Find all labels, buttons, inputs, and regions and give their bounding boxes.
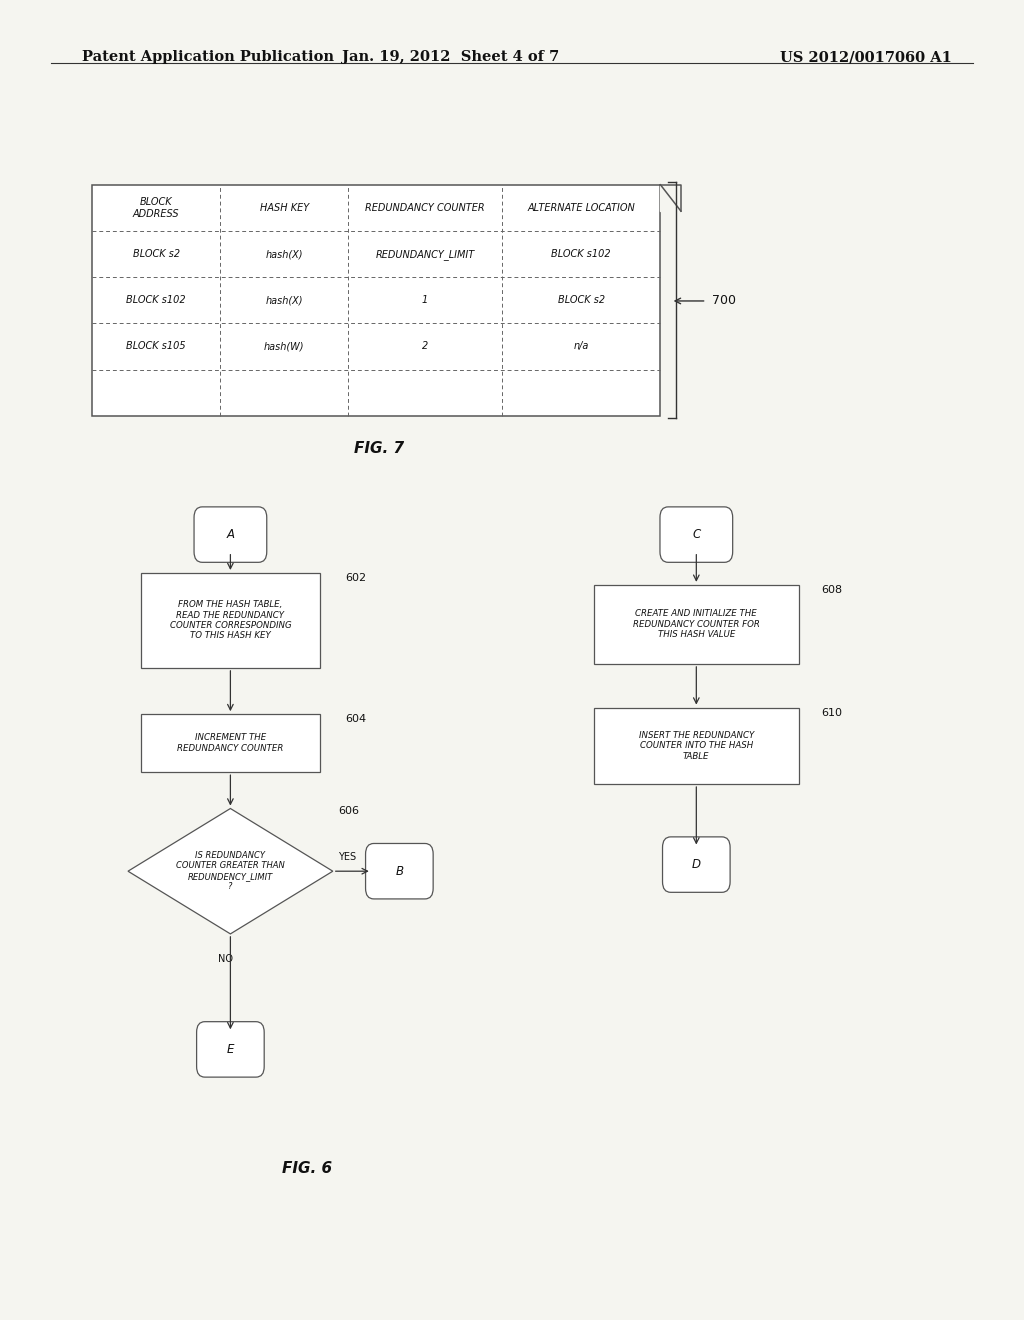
Polygon shape — [660, 185, 681, 211]
Text: 700: 700 — [712, 294, 735, 308]
Text: HASH KEY: HASH KEY — [259, 203, 309, 213]
Text: INCREMENT THE
REDUNDANCY COUNTER: INCREMENT THE REDUNDANCY COUNTER — [177, 734, 284, 752]
Polygon shape — [128, 808, 333, 935]
Text: B: B — [395, 865, 403, 878]
FancyBboxPatch shape — [663, 837, 730, 892]
FancyBboxPatch shape — [660, 507, 733, 562]
Text: BLOCK s105: BLOCK s105 — [126, 342, 186, 351]
FancyBboxPatch shape — [366, 843, 433, 899]
Text: 610: 610 — [821, 708, 843, 718]
Text: 608: 608 — [821, 585, 843, 595]
Text: D: D — [692, 858, 700, 871]
Bar — [92, 185, 660, 416]
Bar — [594, 708, 799, 784]
Text: A: A — [226, 528, 234, 541]
Text: ALTERNATE LOCATION: ALTERNATE LOCATION — [527, 203, 635, 213]
Text: FIG. 7: FIG. 7 — [354, 441, 403, 457]
Text: REDUNDANCY COUNTER: REDUNDANCY COUNTER — [366, 203, 484, 213]
FancyBboxPatch shape — [197, 1022, 264, 1077]
Text: n/a: n/a — [573, 342, 589, 351]
Text: 604: 604 — [346, 714, 367, 725]
Text: YES: YES — [338, 851, 356, 862]
Text: Patent Application Publication: Patent Application Publication — [82, 50, 334, 65]
Text: 2: 2 — [422, 342, 428, 351]
Bar — [141, 714, 319, 772]
Text: BLOCK s2: BLOCK s2 — [132, 249, 180, 259]
Text: IS REDUNDANCY
COUNTER GREATER THAN
REDUNDENCY_LIMIT
?: IS REDUNDANCY COUNTER GREATER THAN REDUN… — [176, 851, 285, 891]
Bar — [594, 585, 799, 664]
Text: NO: NO — [218, 953, 232, 964]
Text: BLOCK s102: BLOCK s102 — [126, 296, 186, 305]
Text: FIG. 6: FIG. 6 — [283, 1160, 332, 1176]
Text: BLOCK s2: BLOCK s2 — [557, 296, 605, 305]
Text: BLOCK
ADDRESS: BLOCK ADDRESS — [133, 197, 179, 219]
Bar — [141, 573, 319, 668]
FancyBboxPatch shape — [195, 507, 266, 562]
Text: 1: 1 — [422, 296, 428, 305]
Text: C: C — [692, 528, 700, 541]
Text: REDUNDANCY_LIMIT: REDUNDANCY_LIMIT — [376, 248, 474, 260]
Text: US 2012/0017060 A1: US 2012/0017060 A1 — [780, 50, 952, 65]
Text: hash(X): hash(X) — [265, 249, 303, 259]
Text: BLOCK s102: BLOCK s102 — [551, 249, 611, 259]
Text: INSERT THE REDUNDANCY
COUNTER INTO THE HASH
TABLE: INSERT THE REDUNDANCY COUNTER INTO THE H… — [639, 731, 754, 760]
Text: E: E — [226, 1043, 234, 1056]
Text: Jan. 19, 2012  Sheet 4 of 7: Jan. 19, 2012 Sheet 4 of 7 — [342, 50, 559, 65]
Text: hash(X): hash(X) — [265, 296, 303, 305]
Text: FROM THE HASH TABLE,
READ THE REDUNDANCY
COUNTER CORRESPONDING
TO THIS HASH KEY: FROM THE HASH TABLE, READ THE REDUNDANCY… — [170, 601, 291, 640]
Text: hash(W): hash(W) — [264, 342, 304, 351]
Text: CREATE AND INITIALIZE THE
REDUNDANCY COUNTER FOR
THIS HASH VALUE: CREATE AND INITIALIZE THE REDUNDANCY COU… — [633, 610, 760, 639]
Text: 606: 606 — [338, 805, 359, 816]
Text: 602: 602 — [346, 573, 367, 583]
